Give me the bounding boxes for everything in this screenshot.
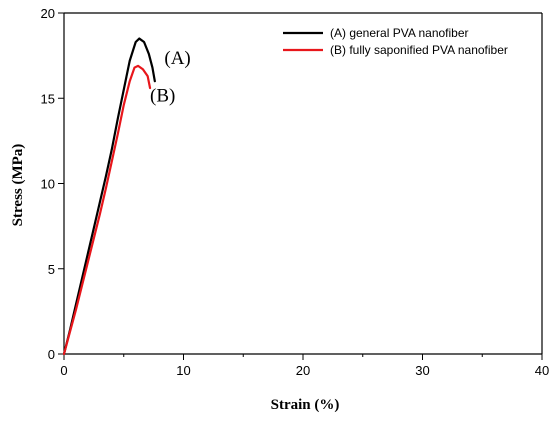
y-tick-label: 5: [48, 262, 55, 277]
x-tick-label: 30: [415, 363, 429, 378]
annotations-layer: (A) (B): [150, 48, 191, 107]
x-axis-title: Strain (%): [271, 397, 340, 413]
y-tick-label: 20: [41, 6, 55, 21]
axes-layer: [63, 12, 543, 355]
legend-label: (A) general PVA nanofiber: [330, 26, 469, 40]
series-layer: [62, 37, 156, 356]
y-tick-label: 15: [41, 91, 55, 106]
x-tick-label: 40: [535, 363, 549, 378]
y-tick-label: 10: [41, 177, 55, 192]
series-line-b: [62, 64, 152, 356]
y-tick-label: 0: [48, 347, 55, 362]
curve-annotation: (A): [164, 48, 190, 69]
x-tick-label: 10: [176, 363, 190, 378]
legend-label: (B) fully saponified PVA nanofiber: [330, 43, 508, 57]
series-line-a: [62, 37, 156, 356]
x-tick-label: 0: [60, 363, 67, 378]
y-axis-title: Stress (MPa): [10, 144, 26, 227]
ticks-layer: 0 10 20 30 40 0 5 10 15 20: [41, 6, 550, 378]
curve-annotation: (B): [150, 86, 175, 107]
legend: (A) general PVA nanofiber (B) fully sapon…: [283, 26, 508, 57]
x-tick-label: 20: [296, 363, 310, 378]
